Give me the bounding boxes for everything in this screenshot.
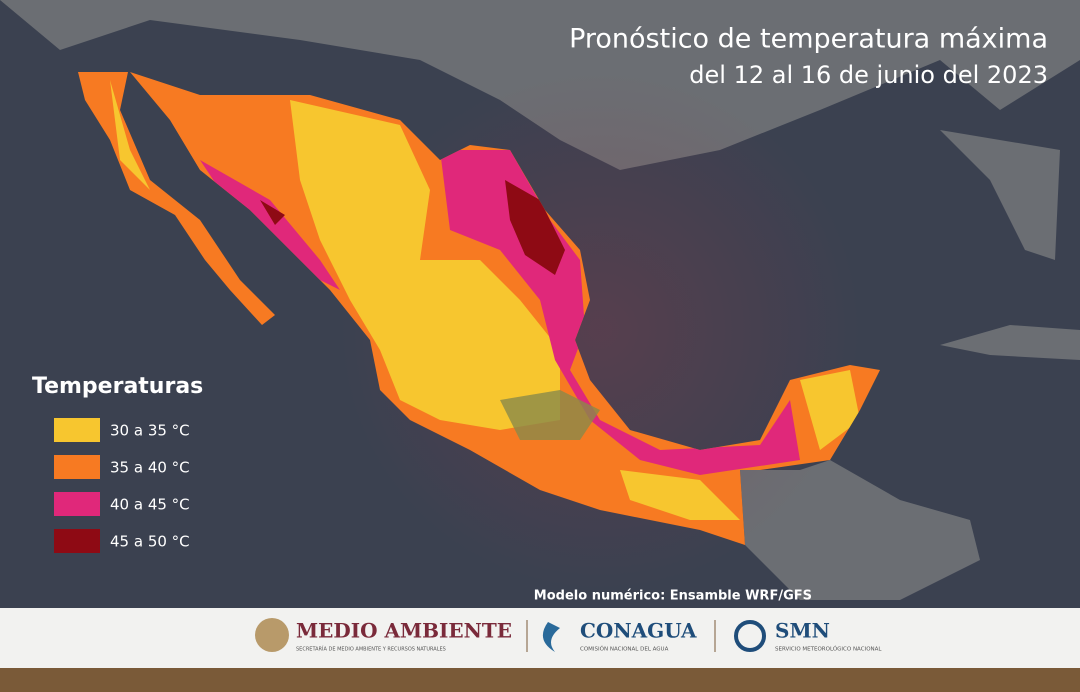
logos: MEDIO AMBIENTE SECRETARÍA DE MEDIO AMBIEN… xyxy=(296,619,882,653)
legend-title: Temperaturas xyxy=(32,374,203,399)
subtitle: del 12 al 16 de junio del 2023 xyxy=(689,61,1048,89)
legend: 30 a 35 °C 35 a 40 °C 40 a 45 °C 45 a 50 °C xyxy=(54,418,190,553)
logo-caption: COMISIÓN NACIONAL DEL AGUA xyxy=(580,646,669,653)
logo-caption: SERVICIO METEOROLÓGICO NACIONAL xyxy=(775,646,882,653)
logo-emblem xyxy=(255,618,289,652)
highlands xyxy=(500,390,600,440)
legend-label: 40 a 45 °C xyxy=(110,496,190,514)
legend-swatch xyxy=(54,492,100,516)
model-note: Modelo numérico: Ensamble WRF/GFS xyxy=(534,589,812,604)
legend-label: 45 a 50 °C xyxy=(110,533,190,551)
legend-label: 30 a 35 °C xyxy=(110,422,190,440)
logo-name: MEDIO AMBIENTE xyxy=(296,619,512,643)
footer xyxy=(0,608,1080,668)
footer-strip xyxy=(0,668,1080,692)
logo-caption: SECRETARÍA DE MEDIO AMBIENTE Y RECURSOS … xyxy=(296,646,446,653)
zone-40-45 xyxy=(200,150,800,475)
logo-name: CONAGUA xyxy=(580,619,697,643)
florida xyxy=(940,130,1060,260)
zone-30-35 xyxy=(290,100,560,430)
legend-swatch xyxy=(54,455,100,479)
cuba xyxy=(940,325,1080,360)
legend-label: 35 a 40 °C xyxy=(110,459,190,477)
logo-conagua xyxy=(542,622,560,652)
logo-name: SMN xyxy=(775,619,830,643)
logo-smn xyxy=(734,620,766,652)
title: Pronóstico de temperatura máxima xyxy=(569,24,1048,55)
legend-swatch xyxy=(54,418,100,442)
legend-swatch xyxy=(54,529,100,553)
